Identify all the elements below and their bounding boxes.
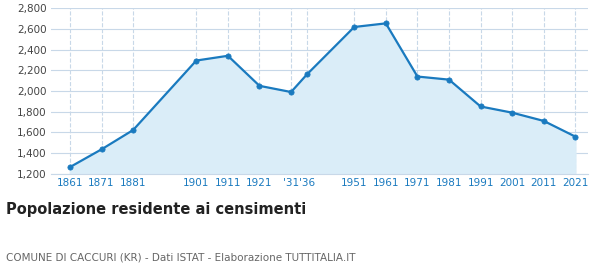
Text: Popolazione residente ai censimenti: Popolazione residente ai censimenti bbox=[6, 202, 306, 217]
Text: COMUNE DI CACCURI (KR) - Dati ISTAT - Elaborazione TUTTITALIA.IT: COMUNE DI CACCURI (KR) - Dati ISTAT - El… bbox=[6, 252, 355, 262]
